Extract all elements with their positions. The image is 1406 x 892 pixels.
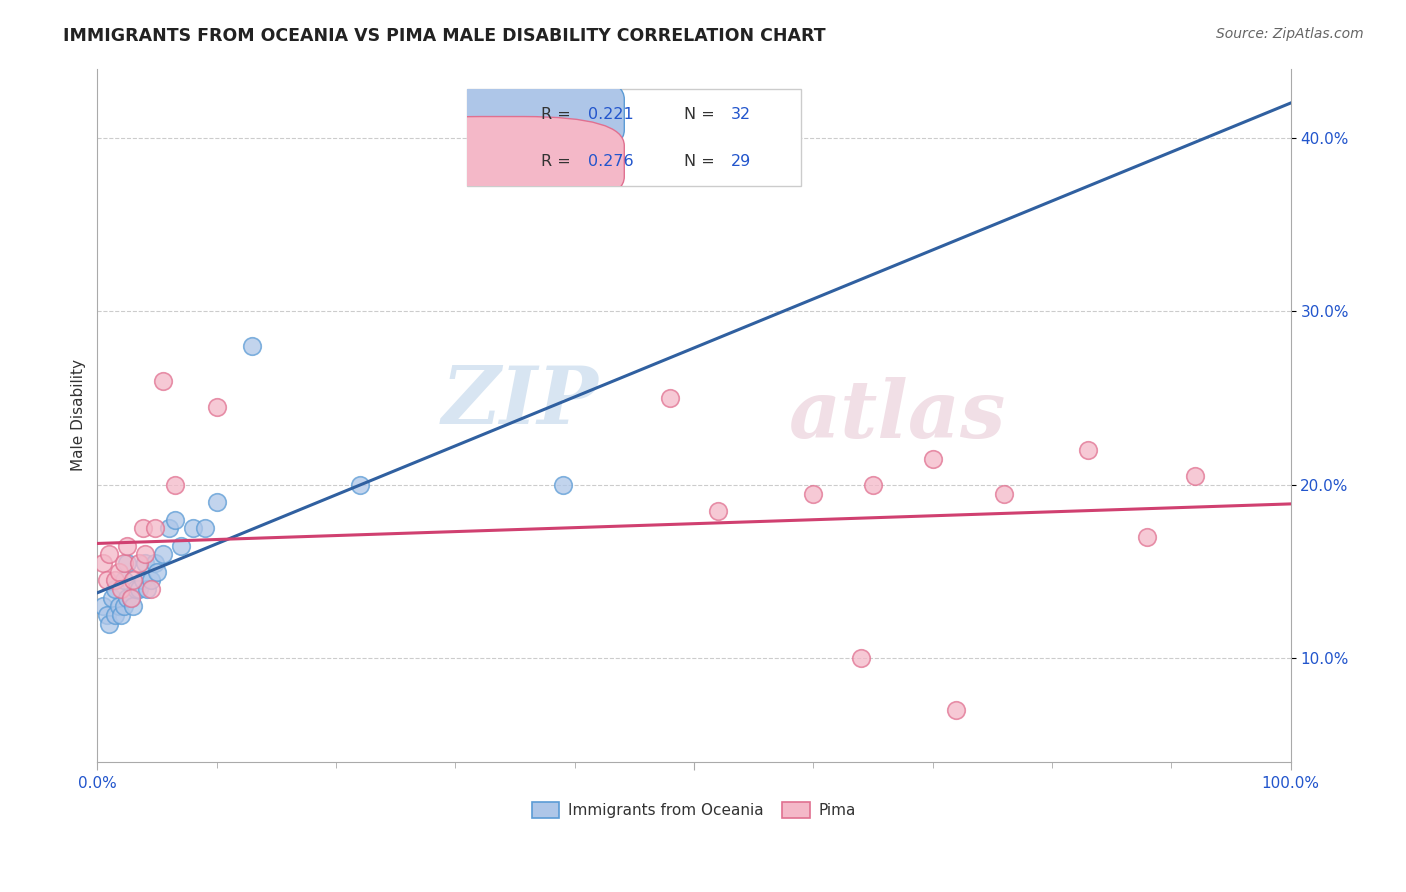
Text: IMMIGRANTS FROM OCEANIA VS PIMA MALE DISABILITY CORRELATION CHART: IMMIGRANTS FROM OCEANIA VS PIMA MALE DIS…	[63, 27, 825, 45]
Point	[862, 478, 884, 492]
Point	[136, 582, 159, 596]
Point	[139, 574, 162, 588]
Text: atlas: atlas	[789, 376, 1007, 454]
Point	[157, 521, 180, 535]
Point	[139, 582, 162, 596]
Point	[993, 486, 1015, 500]
Point	[112, 574, 135, 588]
Point	[551, 478, 574, 492]
Point	[143, 556, 166, 570]
Point	[205, 400, 228, 414]
Point	[128, 556, 150, 570]
Point	[91, 556, 114, 570]
Point	[801, 486, 824, 500]
Point	[115, 556, 138, 570]
Point	[659, 391, 682, 405]
Point	[120, 591, 142, 605]
Point	[163, 512, 186, 526]
Point	[108, 599, 131, 614]
Point	[96, 607, 118, 622]
Point	[110, 607, 132, 622]
Point	[1136, 530, 1159, 544]
Point	[131, 574, 153, 588]
Point	[100, 591, 122, 605]
Point	[104, 574, 127, 588]
Point	[242, 339, 264, 353]
Point	[146, 565, 169, 579]
Point	[707, 504, 730, 518]
Point	[112, 556, 135, 570]
Point	[91, 599, 114, 614]
Point	[115, 539, 138, 553]
Point	[124, 582, 146, 596]
Point	[349, 478, 371, 492]
Point	[152, 374, 174, 388]
Y-axis label: Male Disability: Male Disability	[72, 359, 86, 472]
Text: Source: ZipAtlas.com: Source: ZipAtlas.com	[1216, 27, 1364, 41]
Point	[112, 599, 135, 614]
Text: ZIP: ZIP	[441, 363, 599, 441]
Point	[128, 582, 150, 596]
Point	[98, 547, 121, 561]
Point	[134, 556, 156, 570]
Point	[115, 591, 138, 605]
Point	[110, 582, 132, 596]
Legend: Immigrants from Oceania, Pima: Immigrants from Oceania, Pima	[526, 796, 862, 824]
Point	[921, 451, 943, 466]
Point	[131, 521, 153, 535]
Point	[152, 547, 174, 561]
Point	[122, 574, 145, 588]
Point	[945, 703, 967, 717]
Point	[1184, 469, 1206, 483]
Point	[181, 521, 204, 535]
Point	[120, 591, 142, 605]
Point	[104, 607, 127, 622]
Point	[143, 521, 166, 535]
Point	[98, 616, 121, 631]
Point	[163, 478, 186, 492]
Point	[96, 574, 118, 588]
Point	[108, 565, 131, 579]
Point	[194, 521, 217, 535]
Point	[122, 599, 145, 614]
Point	[170, 539, 193, 553]
Point	[1077, 443, 1099, 458]
Point	[134, 547, 156, 561]
Point	[104, 582, 127, 596]
Point	[205, 495, 228, 509]
Point	[849, 651, 872, 665]
